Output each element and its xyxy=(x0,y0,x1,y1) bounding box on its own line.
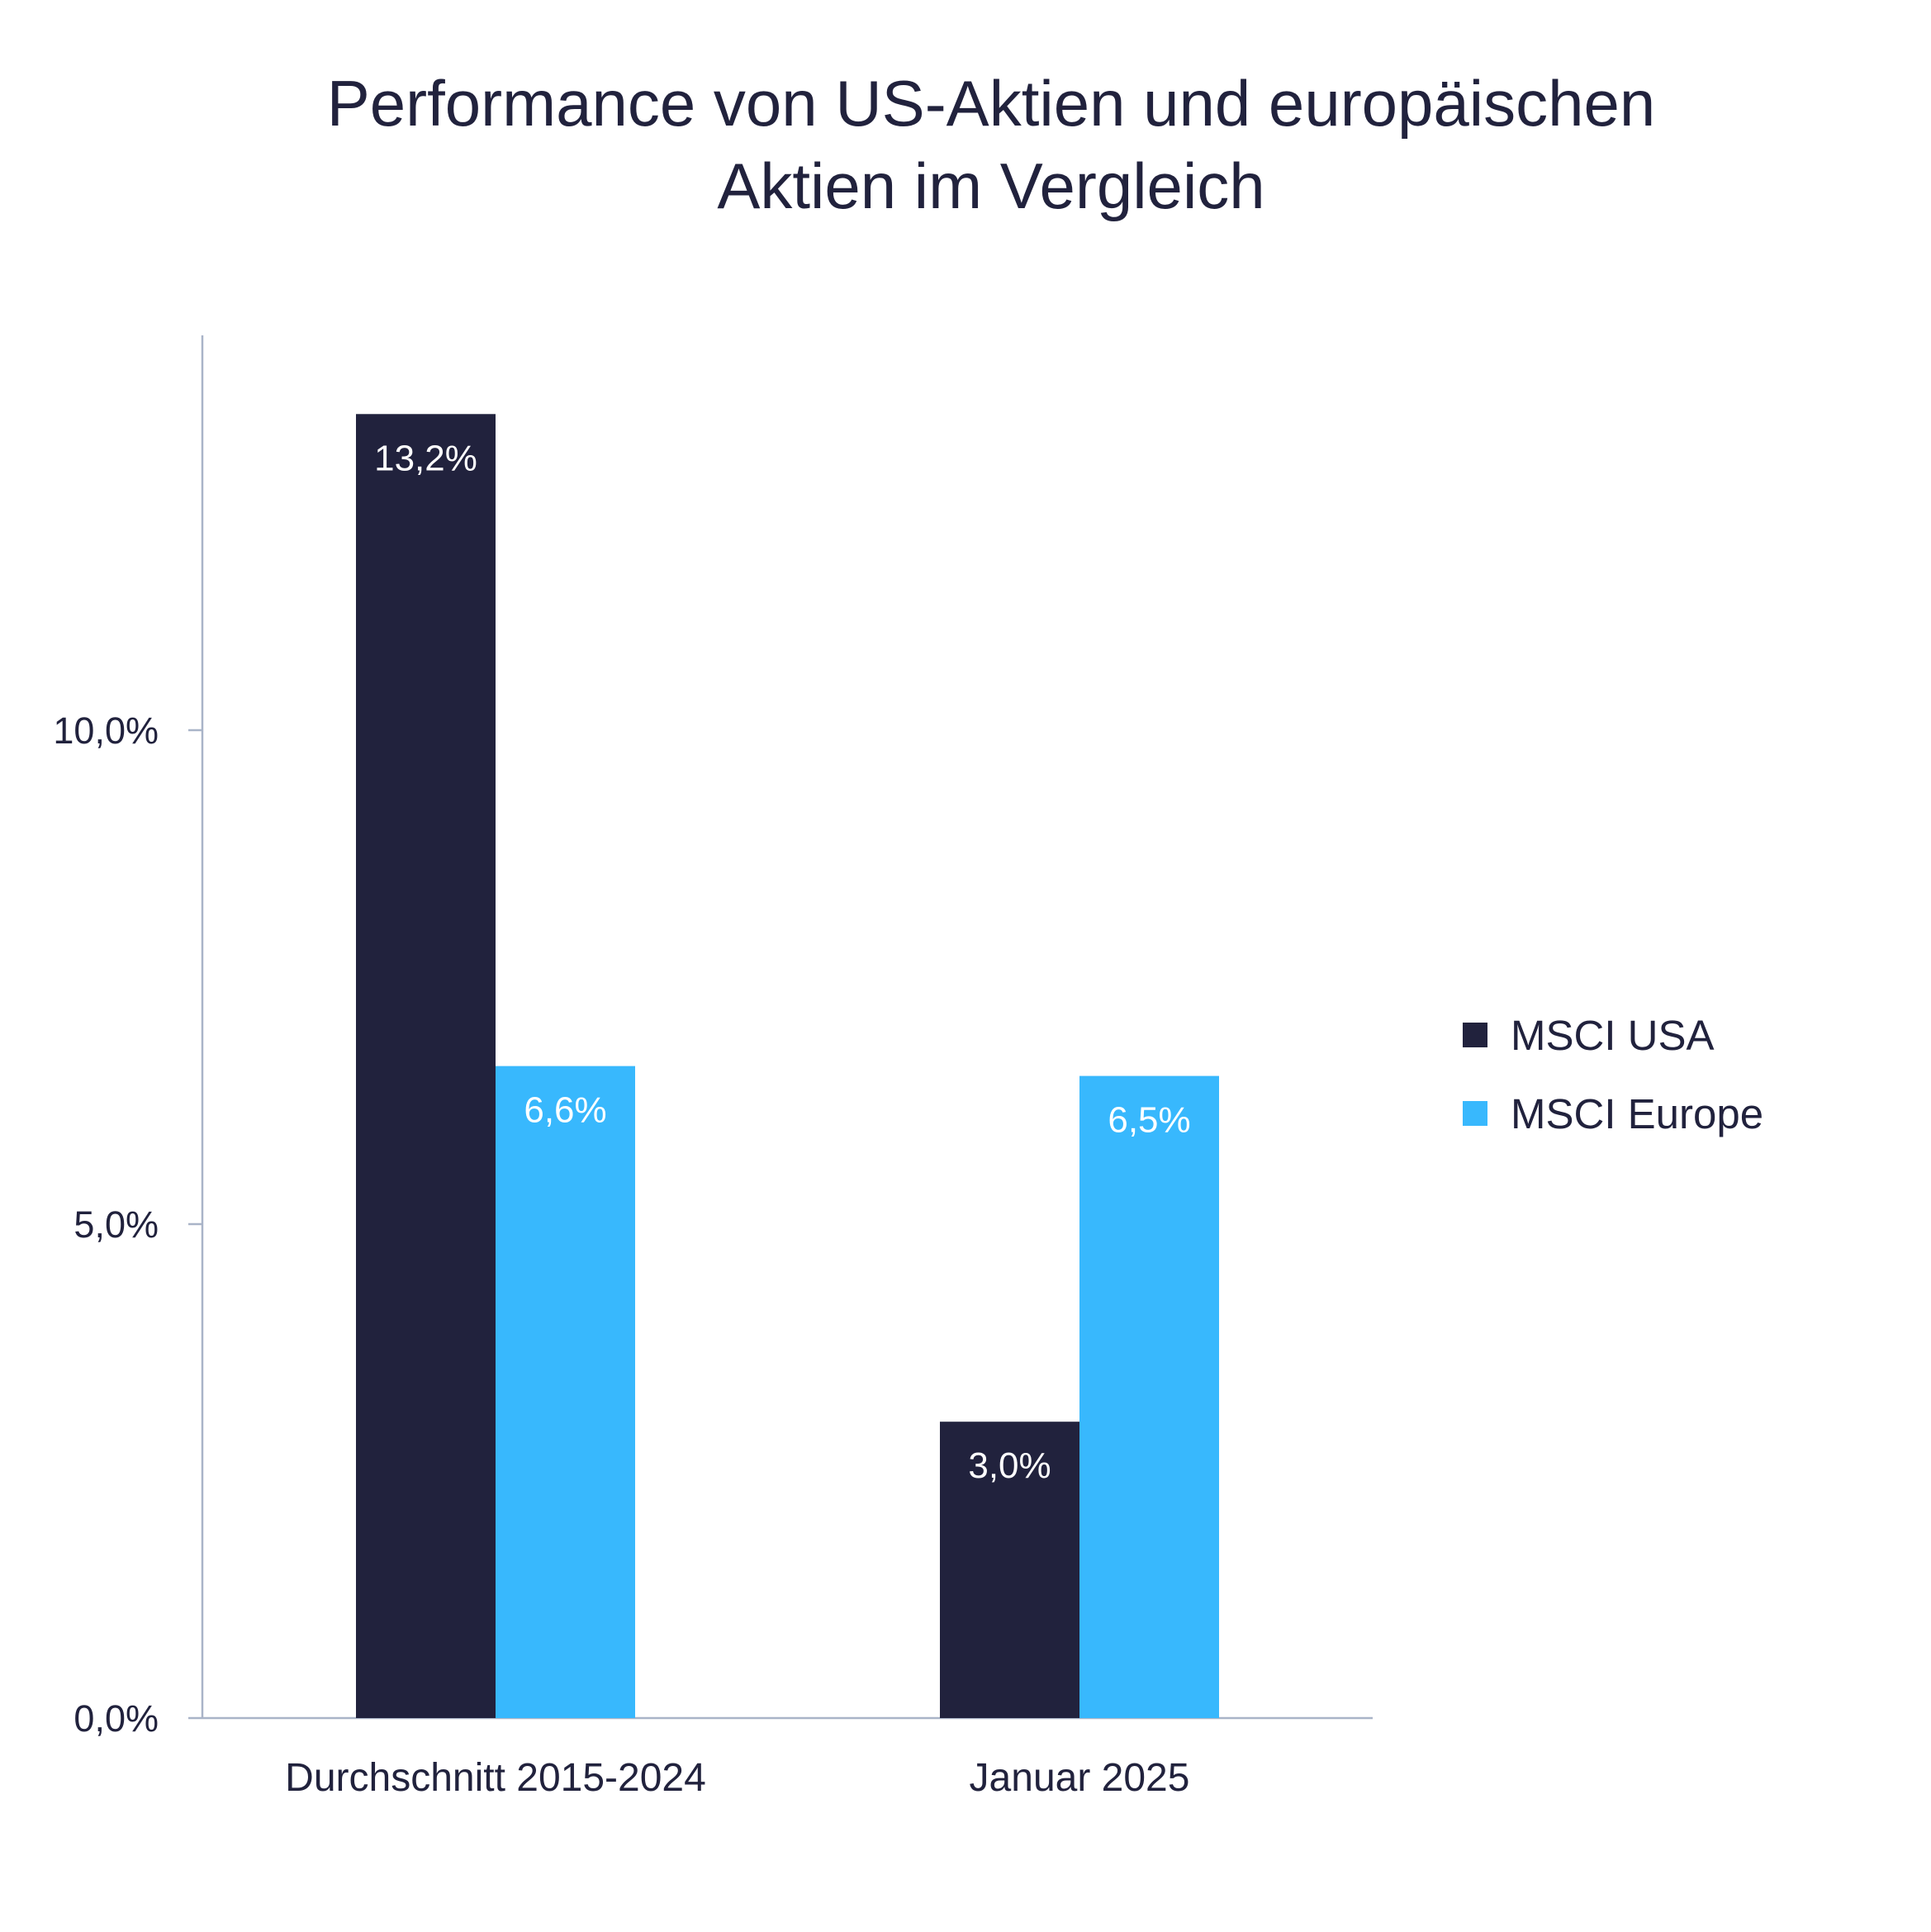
bars: 13,2% 6,6% 3,0% 6,5% xyxy=(356,414,1219,1718)
chart-title-line-2: Aktien im Vergleich xyxy=(717,150,1264,222)
bar-msci-europe xyxy=(1079,1075,1219,1718)
x-category-label: Januar 2025 xyxy=(970,1756,1190,1800)
legend-swatch xyxy=(1463,1023,1487,1047)
axes: 0,0% 5,0% 10,0% Durchschnitt 2015-2024 Janua… xyxy=(53,335,1373,1800)
data-label: 6,6% xyxy=(524,1090,606,1131)
legend-label: MSCI USA xyxy=(1511,1012,1715,1059)
data-label: 6,5% xyxy=(1108,1100,1190,1141)
legend: MSCI USA MSCI Europe xyxy=(1463,1012,1763,1137)
y-tick-label: 5,0% xyxy=(74,1203,159,1246)
bar-msci-usa xyxy=(940,1422,1079,1718)
bar-msci-usa xyxy=(356,414,496,1718)
y-tick-label: 10,0% xyxy=(53,710,159,752)
legend-swatch xyxy=(1463,1101,1487,1126)
chart-title-line-1: Performance von US-Aktien und europäisch… xyxy=(327,67,1656,140)
x-category-label: Durchschnitt 2015-2024 xyxy=(285,1756,706,1800)
data-label: 3,0% xyxy=(968,1445,1051,1486)
data-label: 13,2% xyxy=(374,438,477,478)
y-tick-label: 0,0% xyxy=(74,1697,159,1740)
bar-msci-europe xyxy=(496,1066,635,1718)
legend-label: MSCI Europe xyxy=(1511,1090,1763,1137)
